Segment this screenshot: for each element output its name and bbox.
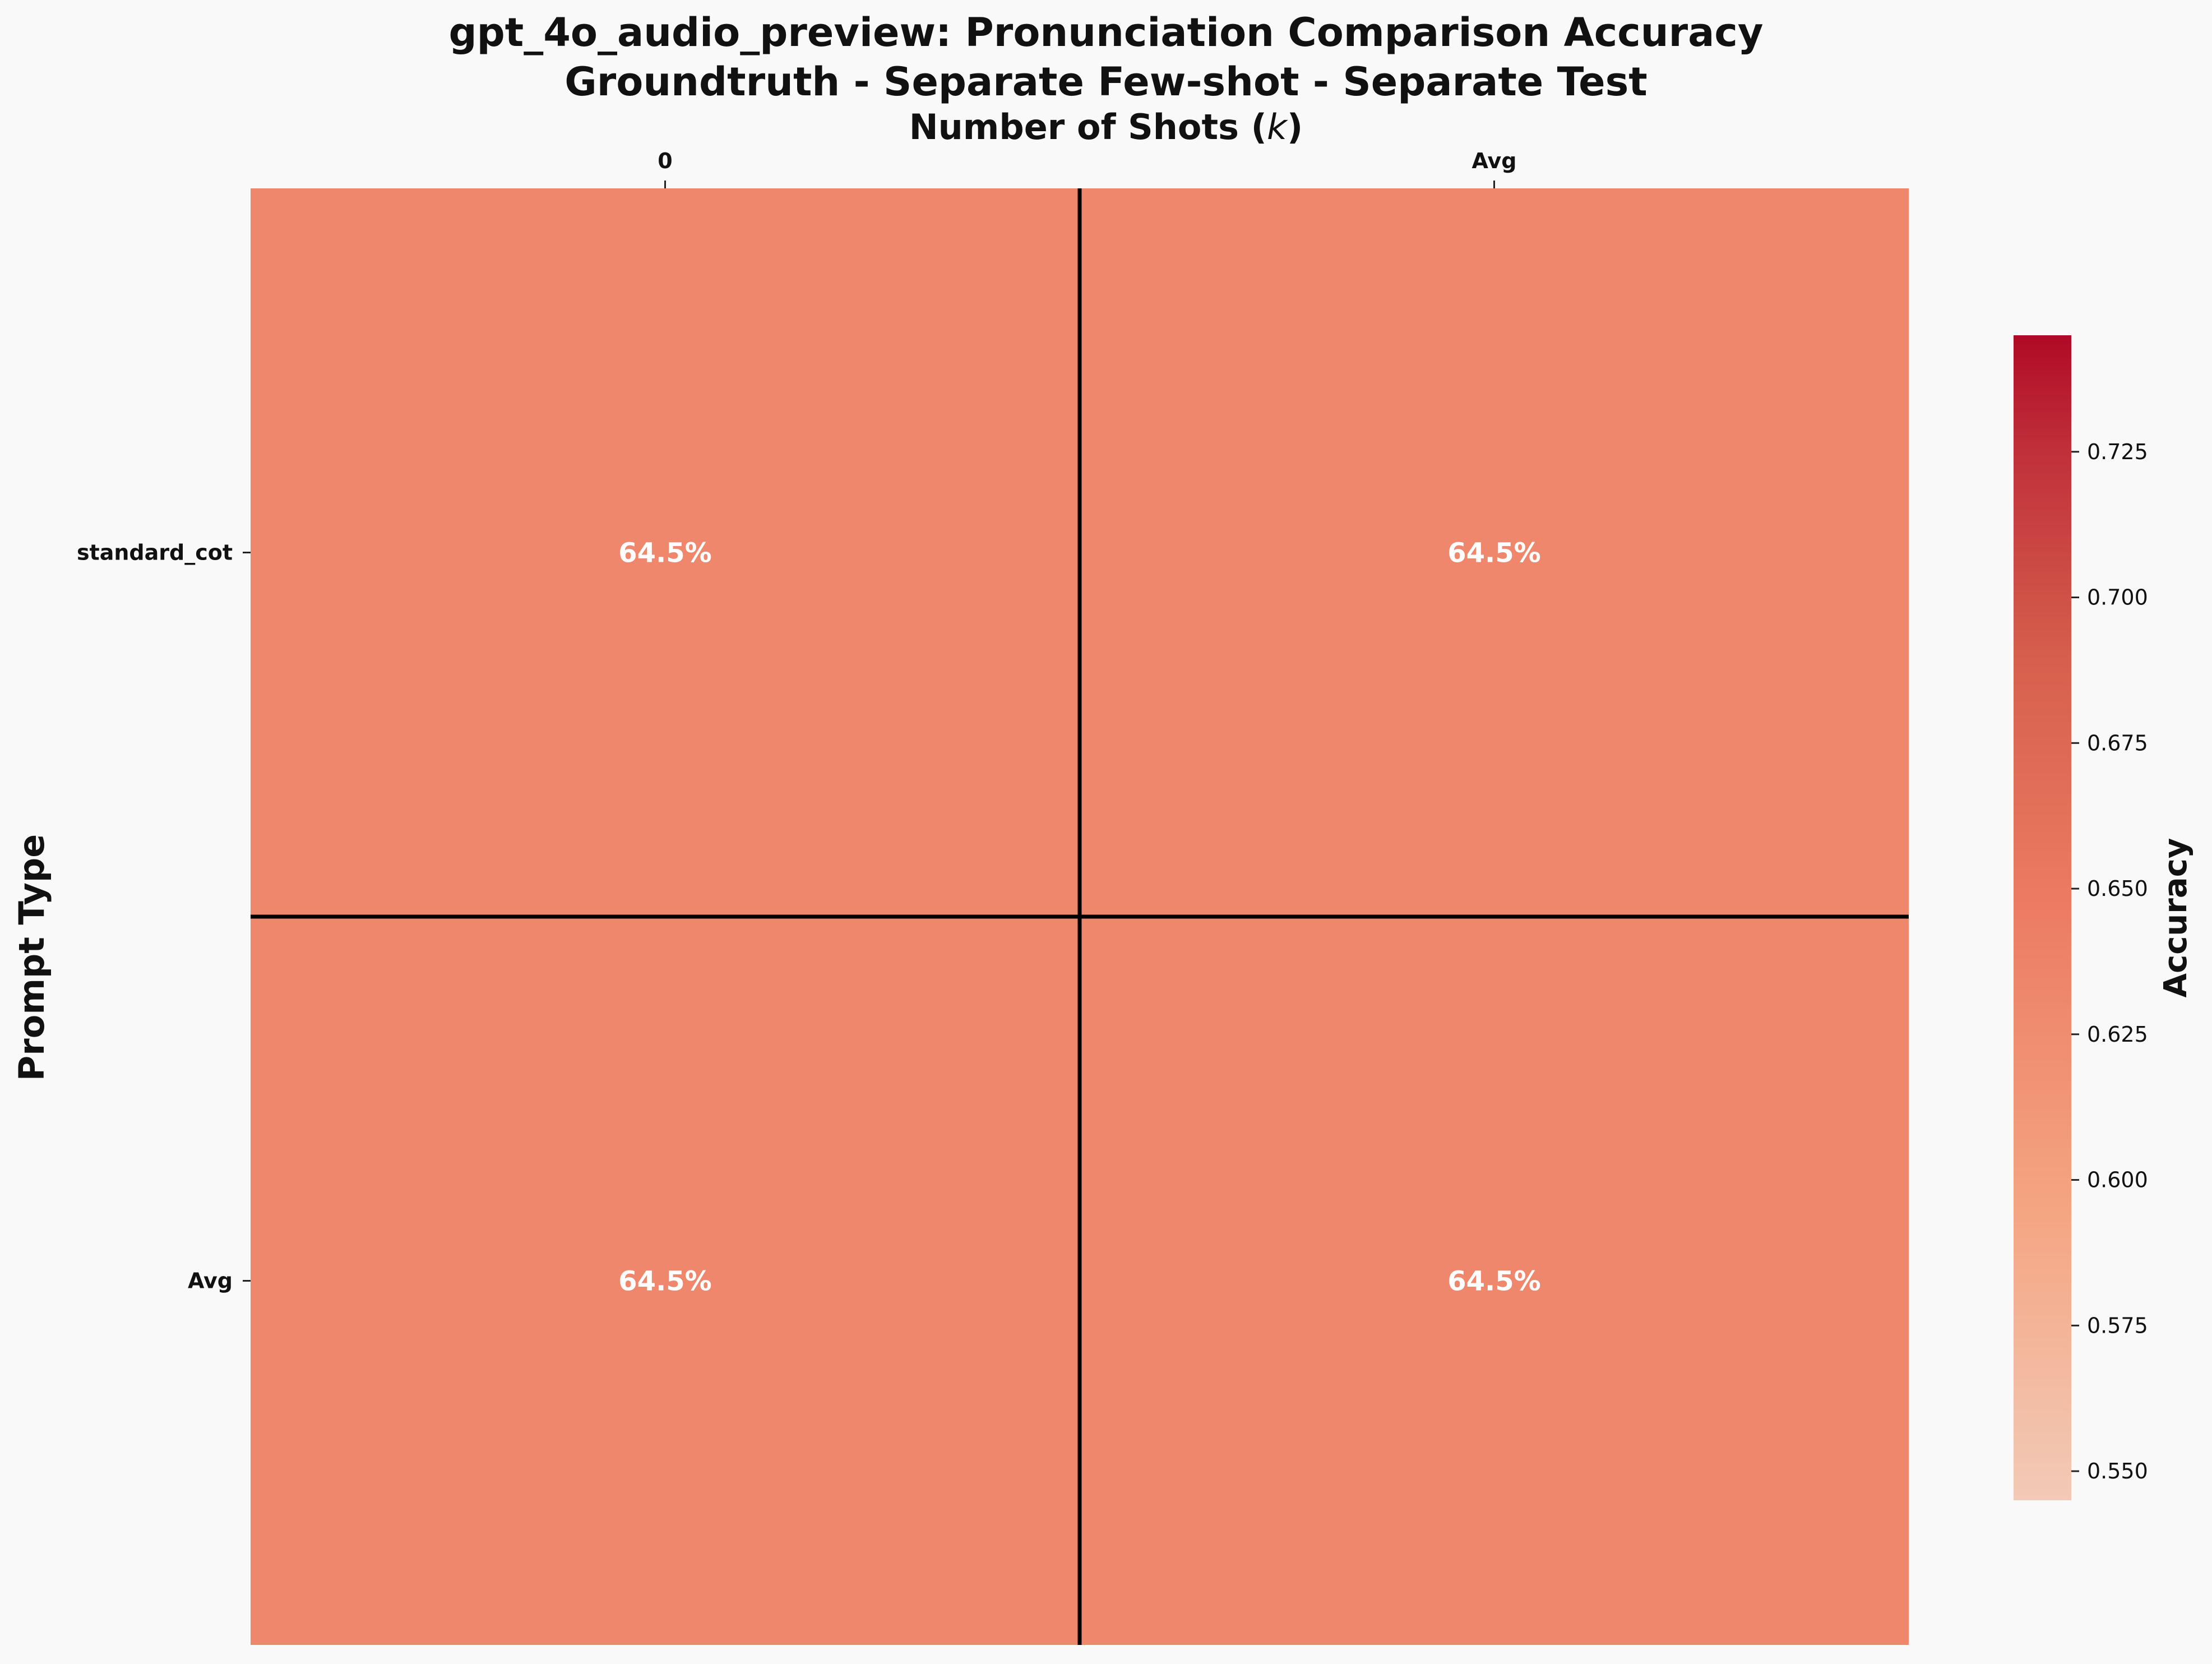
y-axis-title: Prompt Type [11, 834, 52, 1081]
colorbar-tick-label: 0.600 [2087, 1168, 2148, 1192]
heatmap-cell [251, 188, 1080, 917]
colorbar [2014, 335, 2071, 1500]
cell-value-label: 64.5% [618, 1266, 712, 1297]
x-axis-ticks: 0 Avg [658, 149, 1517, 188]
colorbar-title: Accuracy [2158, 838, 2194, 998]
heatmap-cells [251, 188, 1909, 1645]
heatmap-cell [251, 917, 1080, 1645]
chart-title-line2: Groundtruth - Separate Few-shot - Separa… [564, 59, 1647, 105]
y-tick-label: standard_cot [77, 540, 233, 565]
cell-value-label: 64.5% [1447, 1266, 1541, 1297]
x-axis-title: Number of Shots (k) [909, 107, 1303, 147]
colorbar-ticks: 0.550 0.575 0.600 0.625 0.650 0.675 0.700 0.725 [2071, 440, 2148, 1483]
y-tick-label: Avg [188, 1269, 233, 1293]
heatmap-separators [251, 188, 1909, 1645]
colorbar-tick-label: 0.725 [2087, 440, 2148, 464]
cell-value-label: 64.5% [618, 538, 712, 569]
x-tick-label: 0 [658, 149, 672, 173]
heatmap-cell [1080, 917, 1909, 1645]
colorbar-tick-label: 0.700 [2087, 585, 2148, 610]
cell-value-label: 64.5% [1447, 538, 1541, 569]
heatmap-cell [1080, 188, 1909, 917]
y-axis-ticks: standard_cot Avg [77, 540, 251, 1293]
colorbar-tick-label: 0.625 [2087, 1022, 2148, 1047]
heatmap-cell-labels: 64.5% 64.5% 64.5% 64.5% [618, 538, 1541, 1297]
x-tick-label: Avg [1471, 149, 1516, 173]
colorbar-tick-label: 0.550 [2087, 1459, 2148, 1483]
colorbar-tick-label: 0.675 [2087, 731, 2148, 755]
colorbar-tick-label: 0.650 [2087, 876, 2148, 901]
colorbar-tick-label: 0.575 [2087, 1313, 2148, 1338]
chart-title-line1: gpt_4o_audio_preview: Pronunciation Comp… [449, 10, 1764, 56]
